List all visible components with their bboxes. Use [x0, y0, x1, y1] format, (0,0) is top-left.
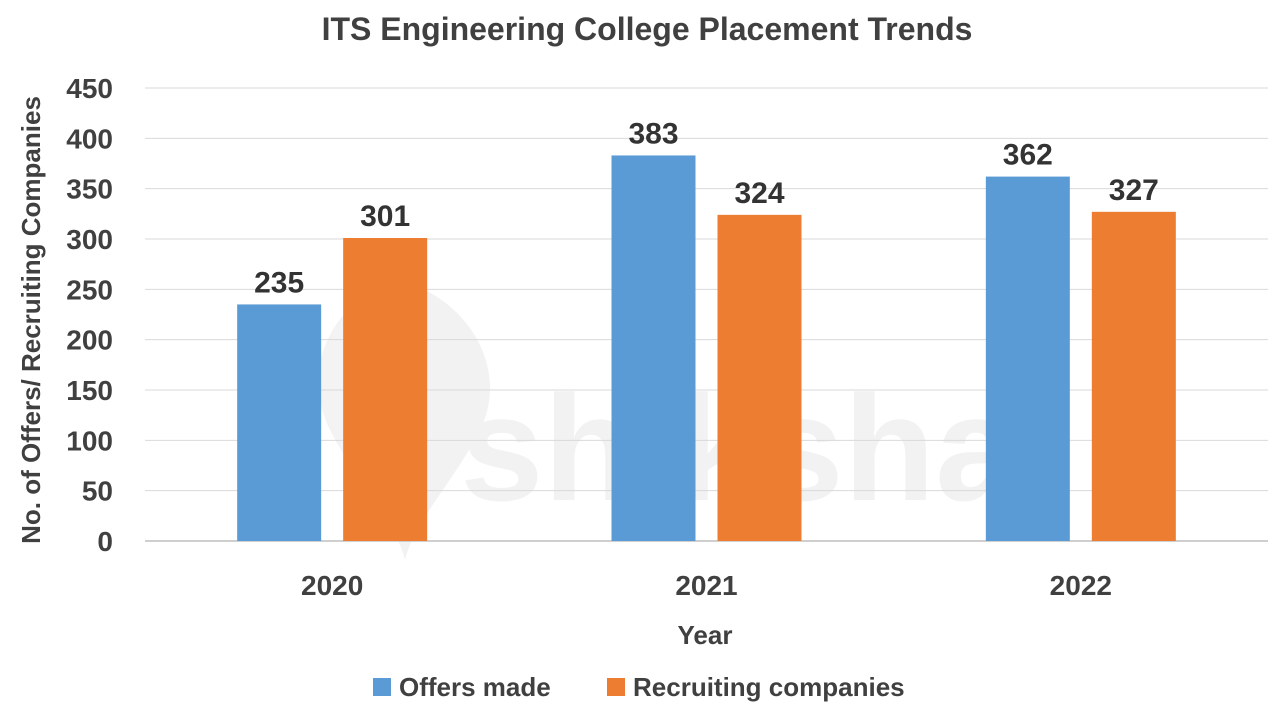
x-tick-label: 2021: [675, 570, 737, 601]
y-tick-label: 150: [66, 375, 113, 406]
bars: [237, 155, 1176, 542]
y-axis-ticks: 0 50 100 150 200 250 300 350 400 450: [66, 73, 113, 557]
y-tick-label: 250: [66, 274, 113, 305]
legend-swatch: [373, 678, 391, 696]
y-tick-label: 100: [66, 425, 113, 456]
data-label: 235: [254, 266, 304, 299]
data-labels: 235 301 383 324 362 327: [254, 117, 1159, 299]
data-label: 301: [360, 200, 410, 233]
legend-label: Offers made: [399, 672, 551, 702]
y-axis-label: No. of Offers/ Recruiting Companies: [16, 96, 46, 544]
bar: [237, 304, 322, 541]
y-tick-label: 300: [66, 224, 113, 255]
y-tick-label: 350: [66, 174, 113, 205]
x-tick-label: 2020: [301, 570, 363, 601]
y-tick-label: 50: [82, 476, 113, 507]
bar: [985, 176, 1070, 541]
y-tick-label: 400: [66, 123, 113, 154]
x-axis-ticks: 2020 2021 2022: [301, 570, 1112, 601]
x-axis-label: Year: [678, 620, 733, 650]
legend-swatch: [607, 678, 625, 696]
y-tick-label: 200: [66, 325, 113, 356]
data-label: 383: [628, 117, 678, 150]
y-tick-label: 450: [66, 73, 113, 104]
bar: [611, 155, 696, 542]
data-label: 327: [1109, 174, 1159, 207]
chart-title: ITS Engineering College Placement Trends: [322, 11, 973, 47]
data-label: 324: [734, 177, 784, 210]
bar: [343, 237, 428, 541]
bar: [717, 214, 802, 541]
legend-label: Recruiting companies: [633, 672, 905, 702]
legend: Offers made Recruiting companies: [373, 672, 905, 702]
bar: [1091, 211, 1176, 541]
data-label: 362: [1003, 139, 1053, 172]
x-tick-label: 2022: [1050, 570, 1112, 601]
y-tick-label: 0: [97, 526, 113, 557]
gridlines: [145, 87, 1268, 542]
